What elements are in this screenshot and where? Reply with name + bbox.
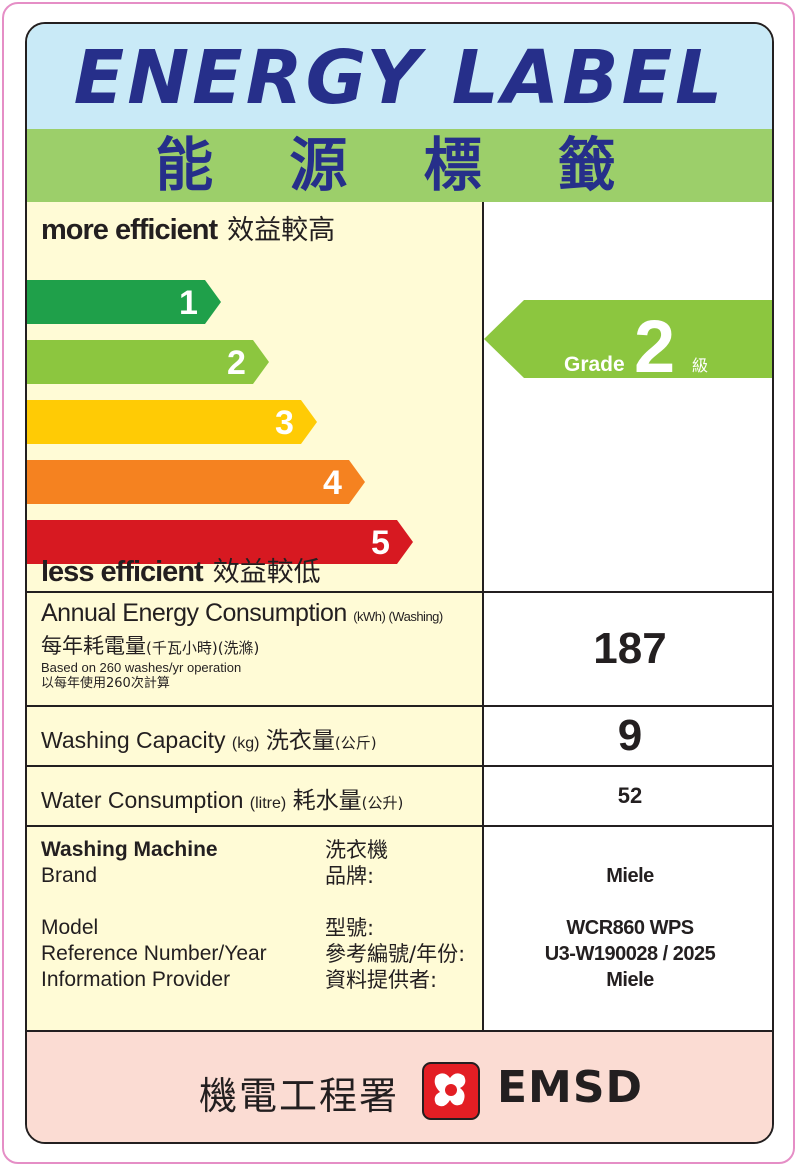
appliance-type-en: Washing Machine <box>41 838 218 861</box>
annual-energy-label: Annual Energy Consumption (kWh) (Washing… <box>41 599 443 692</box>
reference-label-zh: 參考編號/年份: <box>325 942 466 966</box>
rating-box: Grade 2 級 <box>482 202 772 591</box>
model-label-zh: 型號: <box>325 916 375 940</box>
provider-label-en: Information Provider <box>41 968 231 991</box>
energy-label-card: ENERGY LABEL 能 源 標 籤 more efficient 效益較高 … <box>25 22 774 1144</box>
rating-arrow: Grade 2 級 <box>484 300 772 388</box>
annual-unit-zh: (千瓦小時)(洗滌) <box>146 639 260 657</box>
annual-label-en: Annual Energy Consumption <box>41 599 347 627</box>
water-label-en: Water Consumption <box>41 787 244 813</box>
provider-value: Miele <box>606 969 654 991</box>
more-efficient-label: more efficient 效益較高 <box>41 208 335 247</box>
capacity-unit-zh: (公斤) <box>334 734 377 752</box>
grade-bar-3 <box>27 400 317 444</box>
info-values: Miele WCR860 WPS U3-W190028 / 2025 Miele <box>482 827 772 1032</box>
water-label-zh: 耗水量 <box>292 788 362 814</box>
water-label: Water Consumption (litre) 耗水量(公升) <box>41 781 403 815</box>
grade-bar-label-2: 2 <box>227 344 246 382</box>
chinese-title-band: 能 源 標 籤 <box>27 129 772 202</box>
annual-note-en: Based on 260 washes/yr operation <box>41 660 242 675</box>
capacity-value: 9 <box>482 707 772 765</box>
less-efficient-en: less efficient <box>41 556 204 588</box>
more-efficient-zh: 效益較高 <box>227 215 336 246</box>
emsd-logo-icon <box>422 1062 480 1120</box>
annual-energy-row: Annual Energy Consumption (kWh) (Washing… <box>27 593 772 705</box>
model-value: WCR860 WPS <box>566 917 694 939</box>
grade-bar-label-5: 5 <box>371 524 390 562</box>
annual-unit-en: (kWh) (Washing) <box>353 609 443 624</box>
rating-prefix: Grade <box>564 353 625 376</box>
capacity-label: Washing Capacity (kg) 洗衣量(公斤) <box>41 721 377 755</box>
grade-bar-label-4: 4 <box>323 464 342 502</box>
brand-label-en: Brand <box>41 864 98 887</box>
water-unit-en: (litre) <box>249 795 287 812</box>
info-labels-zh: 洗衣機 品牌: 型號: 參考編號/年份: 資料提供者: <box>325 837 465 993</box>
rating-suffix: 級 <box>692 356 708 375</box>
annual-note-zh: 以每年使用260次計算 <box>41 676 170 691</box>
grade-bar-4 <box>27 460 365 504</box>
grade-bar-label-1: 1 <box>179 284 198 322</box>
title-band: ENERGY LABEL <box>27 24 772 129</box>
grade-bar-label-3: 3 <box>275 404 294 442</box>
brand-value: Miele <box>606 865 654 887</box>
annual-energy-value: 187 <box>482 593 772 705</box>
divider <box>27 1030 772 1032</box>
divider <box>27 591 772 593</box>
less-efficient-zh: 效益較低 <box>212 557 321 588</box>
grade-bar-5 <box>27 520 413 564</box>
agency-name-zh: 機電工程署 <box>199 1074 400 1118</box>
water-unit-zh: (公升) <box>361 794 404 812</box>
provider-label-zh: 資料提供者: <box>325 968 438 992</box>
capacity-label-en: Washing Capacity <box>41 727 226 753</box>
grade-bar-2 <box>27 340 269 384</box>
water-row: Water Consumption (litre) 耗水量(公升) 52 <box>27 767 772 825</box>
more-efficient-en: more efficient <box>41 214 218 246</box>
divider <box>27 705 772 707</box>
grade-bar-1 <box>27 280 221 324</box>
capacity-label-zh: 洗衣量 <box>265 728 335 754</box>
appliance-type-zh: 洗衣機 <box>325 838 388 862</box>
divider <box>27 765 772 767</box>
rating-value: 2 <box>634 305 675 388</box>
agency-name-en: EMSD <box>497 1062 644 1113</box>
info-labels-en: Washing Machine Brand Model Reference Nu… <box>41 837 267 993</box>
capacity-unit-en: (kg) <box>231 735 260 752</box>
reference-value: U3-W190028 / 2025 <box>544 943 716 965</box>
annual-label-zh: 每年耗電量 <box>41 634 146 658</box>
title-english: ENERGY LABEL <box>73 35 726 121</box>
product-info: Washing Machine Brand Model Reference Nu… <box>27 827 772 1032</box>
less-efficient-label: less efficient 效益較低 <box>41 550 321 589</box>
water-value: 52 <box>482 767 772 825</box>
title-chinese: 能 源 標 籤 <box>155 131 644 199</box>
footer: 機電工程署 EMSD <box>27 1032 772 1142</box>
brand-label-zh: 品牌: <box>325 864 375 888</box>
capacity-row: Washing Capacity (kg) 洗衣量(公斤) 9 <box>27 707 772 765</box>
divider <box>27 825 772 827</box>
reference-label-en: Reference Number/Year <box>41 942 267 965</box>
model-label-en: Model <box>41 916 99 939</box>
